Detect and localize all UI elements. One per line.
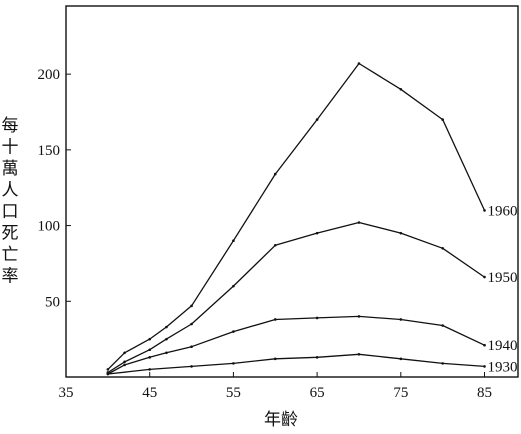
data-point (315, 356, 319, 359)
data-point (148, 348, 152, 352)
data-point (483, 209, 486, 212)
data-point (273, 357, 277, 361)
series-labels: 1960 1950 1940 1930 (488, 203, 518, 375)
data-point (123, 360, 126, 364)
data-point (441, 362, 444, 365)
data-point (483, 365, 486, 368)
series-label-1940: 1940 (488, 338, 518, 354)
x-tick-label: 85 (477, 385, 492, 401)
data-point (399, 318, 403, 321)
y-axis-title-char: 亡 (2, 245, 19, 265)
y-tick-label: 50 (45, 294, 60, 310)
data-point (483, 343, 486, 347)
series-label-1960: 1960 (488, 203, 518, 219)
data-point (273, 243, 277, 247)
data-point (106, 372, 110, 376)
data-point (148, 356, 152, 359)
data-point (399, 357, 403, 361)
data-point (123, 363, 126, 367)
y-axis-title-char: 口 (2, 202, 19, 222)
series-line-1950 (107, 221, 485, 374)
data-point (399, 87, 403, 91)
data-point (190, 304, 193, 308)
x-tick-label: 35 (59, 385, 74, 401)
x-tick-label: 45 (142, 385, 157, 401)
series-group (106, 62, 486, 376)
series-label-1950: 1950 (488, 270, 518, 286)
y-axis-title-char: 率 (2, 267, 19, 287)
data-point (441, 118, 444, 121)
data-point (190, 345, 193, 349)
data-point (106, 368, 110, 371)
x-axis-title: 年齡 (264, 410, 298, 430)
x-tick-label: 55 (226, 385, 241, 401)
series-line-1940 (107, 315, 485, 375)
data-point (399, 231, 403, 235)
data-point (315, 231, 319, 235)
data-point (190, 322, 193, 326)
y-axis-title-char: 人 (2, 181, 19, 201)
data-point (123, 351, 126, 355)
plot-frame (65, 5, 519, 378)
data-point (273, 318, 277, 321)
series-label-1930: 1930 (488, 359, 518, 375)
data-point (165, 337, 168, 341)
y-tick-label: 200 (38, 67, 61, 83)
data-point (357, 62, 361, 65)
data-point (441, 246, 444, 250)
data-point (232, 239, 235, 243)
x-tick-label: 65 (310, 385, 325, 401)
y-axis-title-char: 死 (2, 224, 19, 244)
data-point (190, 365, 193, 368)
x-tick-label: 75 (393, 385, 408, 401)
data-point (273, 172, 277, 176)
data-point (232, 284, 235, 288)
data-point (148, 337, 152, 341)
data-point (315, 316, 319, 320)
axes: 35 45 55 65 75 85 50 100 150 200 (38, 67, 493, 401)
series-line-1930 (107, 353, 485, 375)
data-point (357, 315, 361, 318)
y-tick-label: 150 (38, 143, 61, 159)
series-line-1960 (107, 62, 486, 370)
data-point (165, 351, 168, 355)
data-point (165, 325, 168, 329)
data-point (232, 330, 235, 333)
y-tick-label: 100 (38, 219, 61, 235)
data-point (148, 368, 152, 371)
data-point (441, 324, 444, 327)
y-axis-title-char: 萬 (2, 159, 19, 179)
data-point (232, 362, 235, 365)
data-point (315, 118, 319, 121)
y-axis-title-char: 十 (2, 138, 19, 158)
data-point (357, 352, 361, 356)
data-point (357, 221, 361, 224)
y-axis-title-char: 每 (2, 116, 19, 136)
data-point (483, 275, 486, 279)
